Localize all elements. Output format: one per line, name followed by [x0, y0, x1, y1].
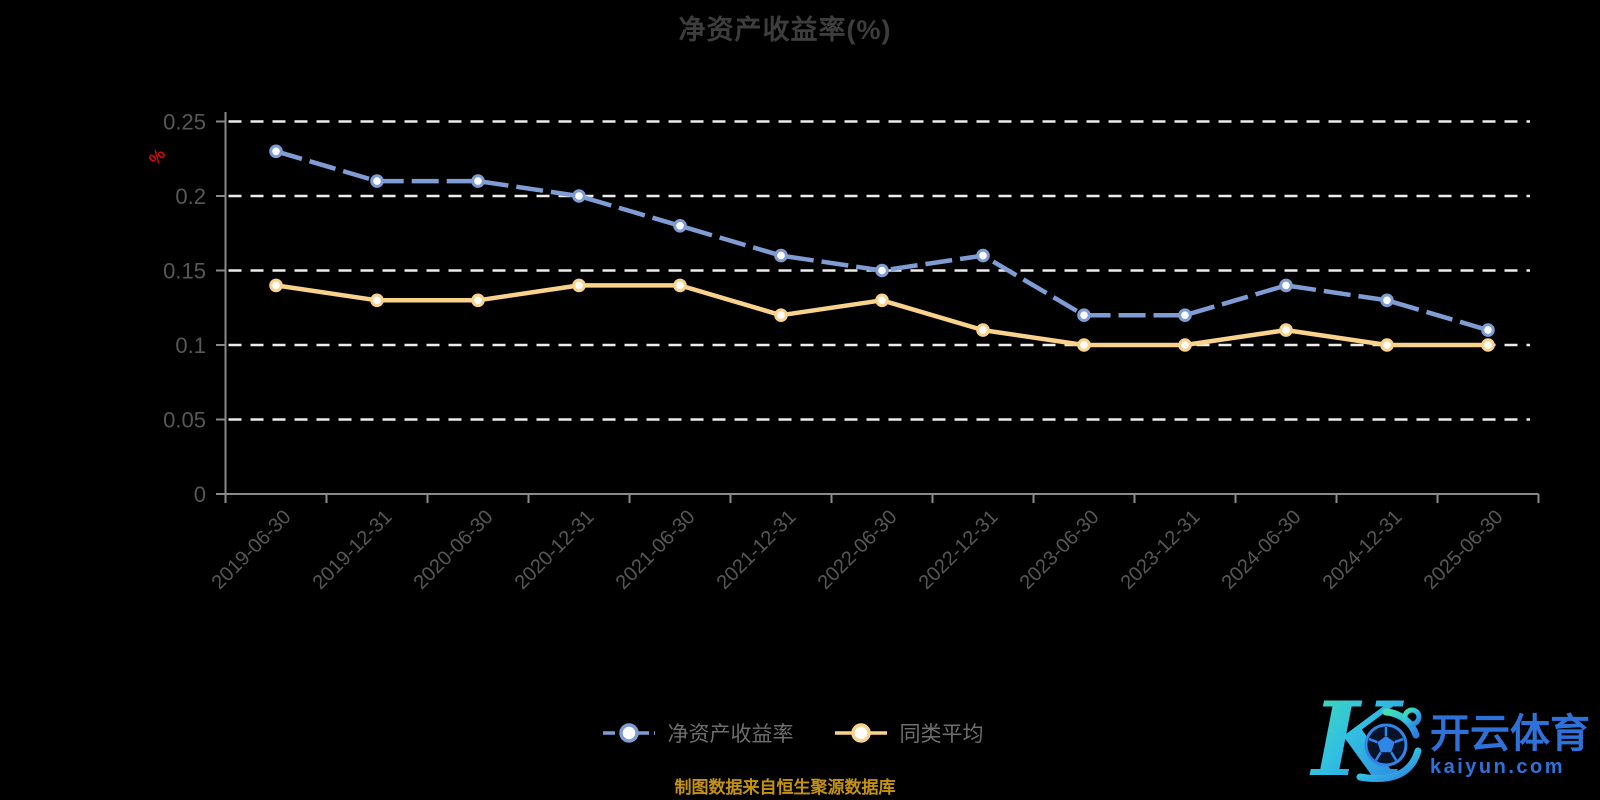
- y-tick-label-0.05: 0.05: [163, 408, 206, 433]
- legend: 净资产收益率 同类平均: [0, 716, 1585, 750]
- legend-item-roe[interactable]: 净资产收益率: [602, 716, 794, 750]
- x-tick-label-2021-12-31: 2021-12-31: [713, 506, 801, 594]
- watermark-brand-domain: kaiyun.com: [1430, 756, 1565, 778]
- data-point-s0-4[interactable]: [673, 219, 687, 233]
- data-point-s1-10[interactable]: [1279, 323, 1293, 337]
- data-point-s0-3[interactable]: [572, 189, 586, 203]
- data-source-note: 制图数据来自恒生聚源数据库: [674, 778, 896, 797]
- data-point-s1-3[interactable]: [572, 278, 586, 293]
- legend-marker-avg-icon: [834, 723, 887, 743]
- x-tick-label-2022-06-30: 2022-06-30: [814, 506, 902, 594]
- x-tick-label-2020-06-30: 2020-06-30: [410, 506, 498, 594]
- data-point-s0-2[interactable]: [471, 174, 485, 188]
- x-tick-label-2019-12-31: 2019-12-31: [309, 506, 397, 594]
- x-tick-label-2020-12-31: 2020-12-31: [511, 506, 599, 594]
- data-point-s0-7[interactable]: [976, 248, 990, 263]
- y-tick-label-0: 0: [194, 482, 206, 507]
- data-point-s1-6[interactable]: [875, 293, 889, 308]
- data-point-s0-1[interactable]: [370, 174, 384, 188]
- data-point-s0-11[interactable]: [1380, 293, 1394, 308]
- chart-title: 净资产收益率(%): [678, 15, 892, 45]
- y-tick-label-0.25: 0.25: [163, 110, 206, 135]
- data-point-s0-12[interactable]: [1481, 323, 1495, 337]
- data-point-s1-7[interactable]: [976, 323, 990, 337]
- x-tick-label-2022-12-31: 2022-12-31: [915, 506, 1003, 594]
- data-point-s0-5[interactable]: [774, 248, 788, 263]
- legend-item-avg[interactable]: 同类平均: [834, 716, 984, 750]
- x-tick-label-2024-12-31: 2024-12-31: [1319, 506, 1407, 594]
- y-tick-label-0.2: 0.2: [175, 184, 206, 209]
- legend-label-avg: 同类平均: [899, 723, 984, 746]
- data-point-s0-0[interactable]: [269, 144, 283, 159]
- data-point-s1-0[interactable]: [269, 278, 283, 293]
- data-point-s0-6[interactable]: [875, 263, 889, 278]
- x-tick-label-2021-06-30: 2021-06-30: [612, 506, 700, 594]
- data-point-s1-4[interactable]: [673, 278, 687, 293]
- data-point-s1-12[interactable]: [1481, 338, 1495, 352]
- legend-label-roe: 净资产收益率: [667, 723, 794, 746]
- y-tick-label-0.1: 0.1: [175, 333, 206, 358]
- legend-marker-roe-icon: [602, 723, 655, 743]
- data-point-s0-8[interactable]: [1077, 308, 1091, 323]
- data-point-s0-9[interactable]: [1178, 308, 1192, 323]
- soccer-ball-icon: [1364, 723, 1408, 767]
- data-point-s1-9[interactable]: [1178, 338, 1192, 352]
- x-tick-label-2025-06-30: 2025-06-30: [1420, 506, 1508, 594]
- x-tick-label-2019-06-30: 2019-06-30: [208, 506, 296, 594]
- data-point-s1-11[interactable]: [1380, 338, 1394, 352]
- x-tick-label-2024-06-30: 2024-06-30: [1218, 506, 1306, 594]
- x-tick-label-2023-12-31: 2023-12-31: [1117, 506, 1205, 594]
- data-point-s1-5[interactable]: [774, 308, 788, 323]
- kaiyun-watermark-logo: K 开云体育 kaiyun.com: [1309, 680, 1590, 795]
- data-point-s1-1[interactable]: [370, 293, 384, 308]
- data-point-s1-8[interactable]: [1077, 338, 1091, 352]
- data-point-s1-2[interactable]: [471, 293, 485, 308]
- watermark-brand-cn: 开云体育: [1430, 712, 1590, 756]
- y-tick-label-0.15: 0.15: [163, 259, 206, 284]
- x-tick-label-2023-06-30: 2023-06-30: [1016, 506, 1104, 594]
- data-point-s0-10[interactable]: [1279, 278, 1293, 293]
